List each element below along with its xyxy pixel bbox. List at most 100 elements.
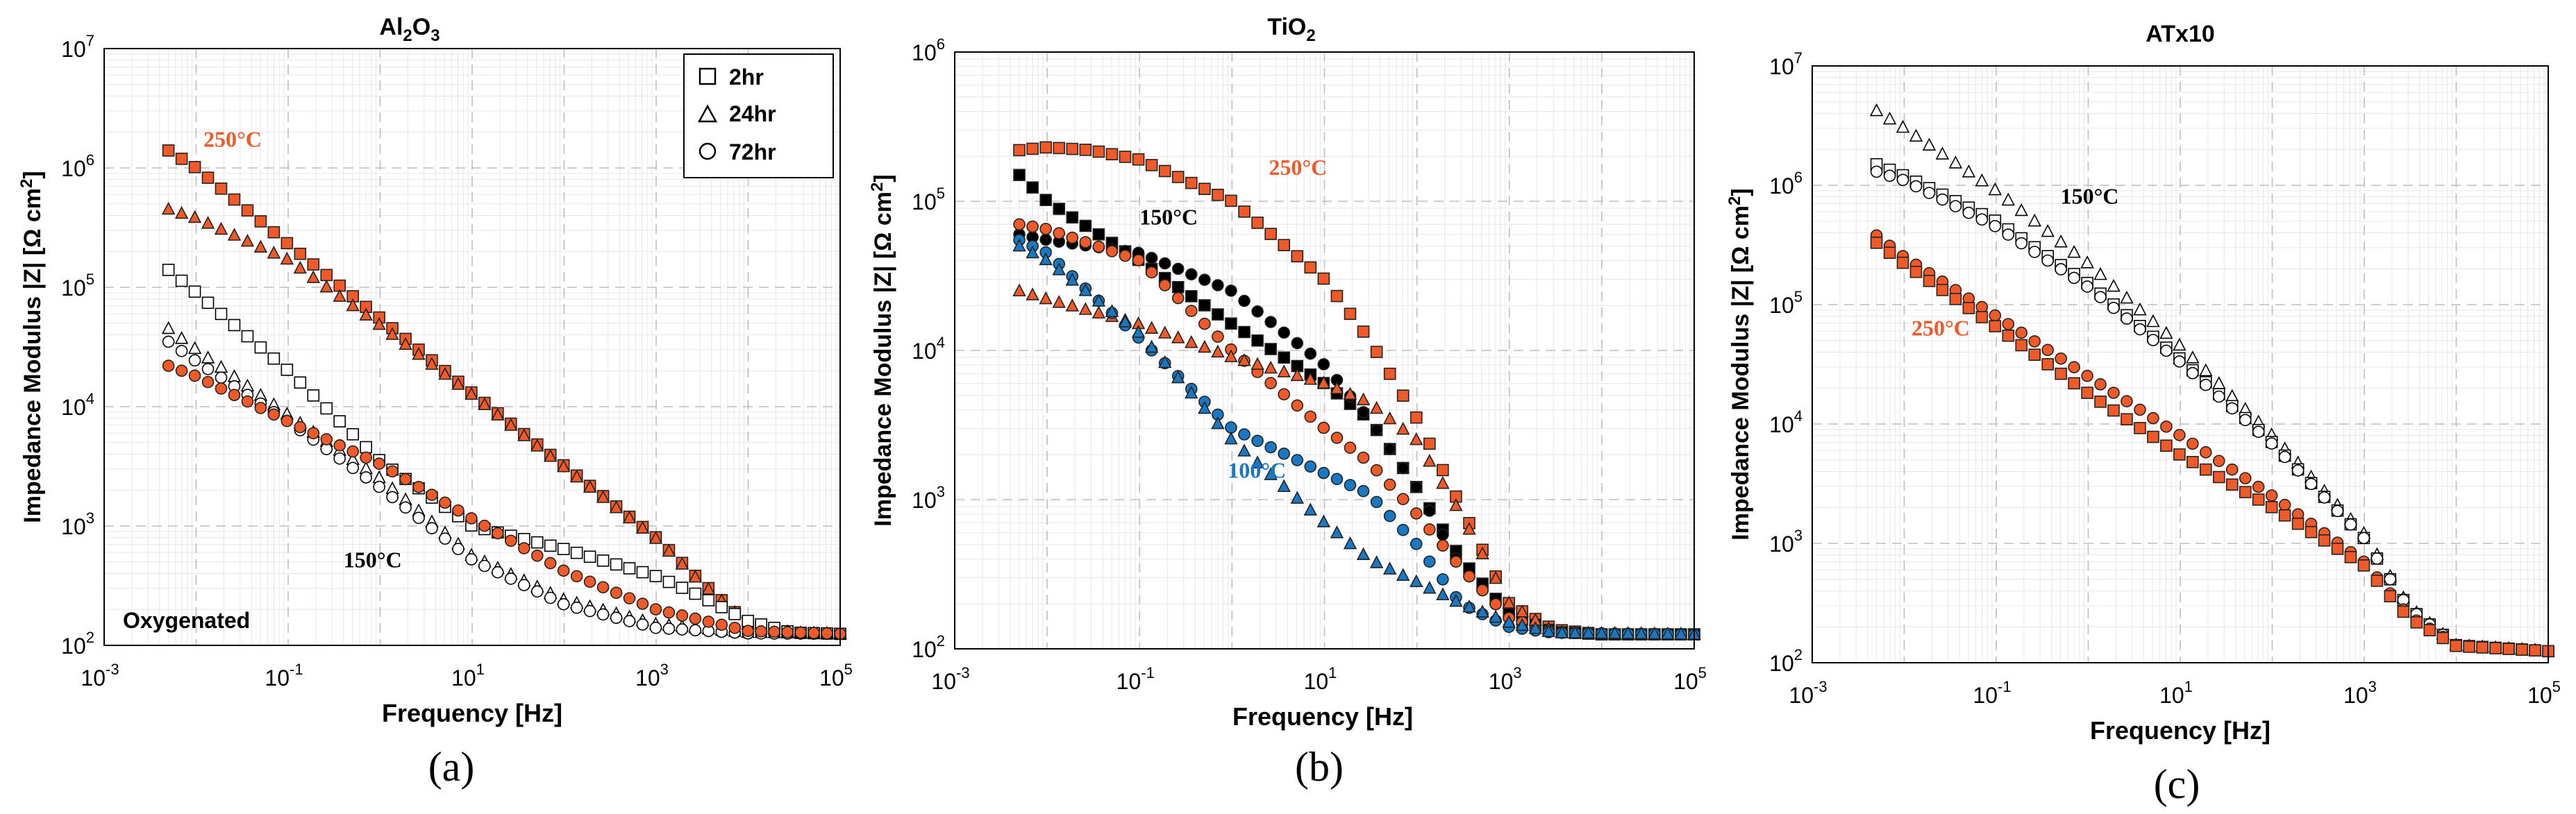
marker-250-c-squares bbox=[1066, 142, 1079, 155]
marker-250-c-24hr bbox=[662, 543, 676, 557]
marker-100-c-triangles bbox=[1012, 238, 1026, 252]
marker-250-c-squares bbox=[2134, 422, 2146, 434]
marker-150-c-triangles bbox=[2146, 314, 2160, 328]
y-tick-label: 104 bbox=[912, 334, 945, 364]
legend-marker-square-icon bbox=[699, 67, 717, 85]
marker-250-c-triangles bbox=[1330, 381, 1344, 394]
marker-250-c-24hr bbox=[385, 327, 399, 340]
marker-250-c-squares bbox=[1423, 437, 1436, 450]
marker-250-c-triangles bbox=[1423, 454, 1437, 467]
marker-150-c-squares bbox=[1238, 325, 1251, 339]
marker-250-c-triangles bbox=[1356, 392, 1371, 406]
marker-250-c-72hr bbox=[307, 427, 320, 440]
marker-250-c-2hr bbox=[241, 204, 254, 217]
marker-150-c-72hr bbox=[346, 461, 359, 475]
marker-250-c-squares bbox=[2331, 542, 2344, 555]
marker-150-c-2hr bbox=[544, 539, 557, 552]
marker-250-c-24hr bbox=[609, 500, 624, 514]
marker-250-c-triangles bbox=[1185, 334, 1198, 348]
marker-150-c-72hr bbox=[452, 543, 465, 555]
panel-letter: (b) bbox=[1295, 744, 1344, 790]
marker-250-c-circles bbox=[1450, 555, 1462, 568]
marker-100-c-triangles bbox=[1211, 416, 1225, 430]
marker-150-c-circles bbox=[2081, 280, 2093, 293]
marker-250-c-circles bbox=[2186, 437, 2199, 450]
marker-100-c-circles bbox=[1330, 473, 1344, 486]
marker-250-c-circles bbox=[1463, 570, 1475, 583]
marker-250-c-72hr bbox=[281, 414, 294, 427]
marker-250-c-2hr bbox=[175, 153, 188, 165]
marker-100-c-triangles bbox=[1290, 491, 1304, 504]
marker-250-c-24hr bbox=[517, 428, 531, 441]
marker-250-c-24hr bbox=[530, 439, 544, 452]
marker-250-c-squares bbox=[1936, 284, 1949, 296]
marker-150-c-72hr bbox=[478, 559, 491, 573]
marker-250-c-circles bbox=[1212, 330, 1224, 343]
marker-250-c-triangles bbox=[1078, 302, 1093, 315]
marker-150-c-circles bbox=[1317, 358, 1330, 371]
marker-150-c-circles bbox=[2041, 254, 2055, 267]
marker-250-c-72hr bbox=[294, 421, 307, 434]
marker-250-c-squares bbox=[2318, 534, 2331, 547]
marker-250-c-squares bbox=[1396, 389, 1410, 402]
marker-150-c-2hr bbox=[228, 319, 241, 332]
marker-250-c-circles bbox=[1053, 227, 1066, 239]
marker-250-c-72hr bbox=[755, 625, 767, 638]
x-tick-label: 10-1 bbox=[1116, 664, 1155, 694]
legend-label-2hr: 2hr bbox=[729, 65, 764, 90]
marker-150-c-2hr bbox=[583, 550, 596, 563]
plot-markers bbox=[1869, 103, 2555, 658]
marker-250-c-24hr bbox=[622, 510, 637, 524]
marker-100-c-triangles bbox=[1410, 574, 1423, 588]
marker-150-c-72hr bbox=[201, 362, 215, 375]
marker-150-c-triangles bbox=[1935, 146, 1950, 160]
marker-250-c-circles bbox=[1291, 399, 1304, 412]
marker-250-c-circles bbox=[1264, 377, 1277, 389]
marker-150-c-circles bbox=[1975, 213, 1989, 226]
marker-100-c-triangles bbox=[1607, 625, 1622, 639]
marker-250-c-circles bbox=[2002, 318, 2015, 330]
marker-250-c-circles bbox=[1278, 388, 1291, 400]
marker-250-c-circles bbox=[2278, 498, 2291, 511]
marker-150-c-2hr bbox=[254, 341, 267, 354]
marker-250-c-circles bbox=[1198, 317, 1211, 330]
x-tick-labels: 10-3 10-1 101 103 105 bbox=[931, 664, 1707, 694]
marker-150-c-2hr bbox=[676, 582, 689, 594]
marker-250-c-24hr bbox=[425, 357, 439, 370]
marker-150-c-72hr bbox=[530, 585, 544, 598]
marker-250-c-squares bbox=[1278, 239, 1291, 251]
marker-100-c-triangles bbox=[1634, 626, 1648, 639]
marker-250-c-72hr bbox=[530, 549, 544, 562]
marker-250-c-2hr bbox=[215, 183, 228, 195]
marker-250-c-24hr bbox=[504, 418, 518, 431]
y-tick-label: 105 bbox=[61, 271, 94, 300]
marker-250-c-24hr bbox=[451, 377, 465, 390]
marker-150-c-circles bbox=[1198, 273, 1211, 286]
marker-150-c-triangles bbox=[2186, 350, 2200, 364]
marker-250-c-72hr bbox=[570, 570, 583, 583]
marker-150-c-24hr bbox=[187, 341, 202, 355]
marker-250-c-72hr bbox=[742, 625, 755, 637]
marker-250-c-circles bbox=[1476, 584, 1489, 597]
marker-250-c-24hr bbox=[293, 260, 308, 274]
marker-250-c-triangles bbox=[1012, 283, 1026, 297]
marker-100-c-circles bbox=[1264, 441, 1277, 454]
plot-frame bbox=[103, 48, 841, 646]
marker-150-c-triangles bbox=[1922, 137, 1937, 151]
annotation-label: 250°C bbox=[1269, 155, 1327, 180]
marker-250-c-squares bbox=[1238, 205, 1251, 218]
marker-150-c-squares bbox=[1212, 308, 1224, 321]
marker-150-c-circles bbox=[1396, 461, 1410, 475]
y-axis-label: Impedance Modulus |Z| [Ω cm2] bbox=[17, 171, 46, 523]
marker-250-c-squares bbox=[2370, 575, 2384, 587]
marker-250-c-24hr bbox=[478, 397, 492, 410]
marker-150-c-triangles bbox=[2120, 290, 2134, 304]
legend-marker-circle-icon bbox=[699, 142, 717, 160]
marker-150-c-circles bbox=[2107, 301, 2120, 314]
marker-150-c-72hr bbox=[175, 345, 188, 357]
marker-250-c-circles bbox=[1105, 245, 1119, 257]
marker-250-c-squares bbox=[1975, 311, 1989, 323]
marker-150-c-circles bbox=[1039, 233, 1052, 246]
marker-150-c-circles bbox=[1383, 443, 1396, 455]
marker-250-c-72hr bbox=[254, 402, 267, 414]
